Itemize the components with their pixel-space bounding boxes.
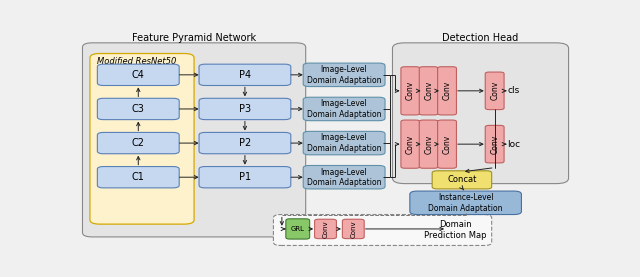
Text: Image-Level
Domain Adaptation: Image-Level Domain Adaptation [307,65,381,84]
FancyBboxPatch shape [273,214,492,245]
Text: Instance-Level
Domain Adaptation: Instance-Level Domain Adaptation [428,193,503,212]
Text: Conv: Conv [406,81,415,101]
FancyBboxPatch shape [303,131,385,155]
Text: Conv: Conv [424,135,433,154]
Text: Conv: Conv [490,81,499,101]
Text: Detection Head: Detection Head [442,33,518,43]
Text: P2: P2 [239,138,251,148]
Text: C3: C3 [132,104,145,114]
Text: C1: C1 [132,172,145,182]
FancyBboxPatch shape [438,67,456,115]
FancyBboxPatch shape [419,67,438,115]
Text: Conv: Conv [323,220,328,238]
Text: Modified ResNet50: Modified ResNet50 [97,57,177,66]
FancyBboxPatch shape [432,171,492,189]
Text: P4: P4 [239,70,251,80]
FancyBboxPatch shape [303,165,385,189]
Text: P3: P3 [239,104,251,114]
Text: C4: C4 [132,70,145,80]
Text: cls: cls [508,86,520,95]
Text: C2: C2 [132,138,145,148]
FancyBboxPatch shape [303,97,385,121]
FancyBboxPatch shape [392,43,568,184]
Text: Image-Level
Domain Adaptation: Image-Level Domain Adaptation [307,134,381,153]
Text: GRL: GRL [291,226,305,232]
FancyBboxPatch shape [83,43,306,237]
FancyBboxPatch shape [342,219,364,239]
FancyBboxPatch shape [97,132,179,154]
FancyBboxPatch shape [410,191,522,214]
FancyBboxPatch shape [199,132,291,154]
FancyBboxPatch shape [438,120,456,168]
Text: loc: loc [508,140,521,149]
FancyBboxPatch shape [199,64,291,86]
FancyBboxPatch shape [419,120,438,168]
Text: Image-Level
Domain Adaptation: Image-Level Domain Adaptation [307,168,381,187]
Text: P1: P1 [239,172,251,182]
FancyBboxPatch shape [303,63,385,86]
FancyBboxPatch shape [286,219,310,239]
Text: Conv: Conv [442,135,452,154]
FancyBboxPatch shape [401,67,420,115]
FancyBboxPatch shape [97,166,179,188]
Text: Conv: Conv [424,81,433,101]
FancyBboxPatch shape [485,72,504,110]
Text: Image-Level
Domain Adaptation: Image-Level Domain Adaptation [307,99,381,119]
FancyBboxPatch shape [90,53,194,224]
Text: Concat: Concat [447,175,477,184]
FancyBboxPatch shape [199,98,291,120]
FancyBboxPatch shape [485,125,504,163]
FancyBboxPatch shape [401,120,420,168]
FancyBboxPatch shape [199,166,291,188]
FancyBboxPatch shape [97,98,179,120]
Text: Conv: Conv [406,135,415,154]
Text: Feature Pyramid Network: Feature Pyramid Network [132,33,256,43]
Text: Conv: Conv [442,81,452,101]
Text: Conv: Conv [350,220,356,238]
Text: Domain
Prediction Map: Domain Prediction Map [424,220,486,240]
FancyBboxPatch shape [97,64,179,86]
Text: Conv: Conv [490,135,499,154]
FancyBboxPatch shape [315,219,337,239]
